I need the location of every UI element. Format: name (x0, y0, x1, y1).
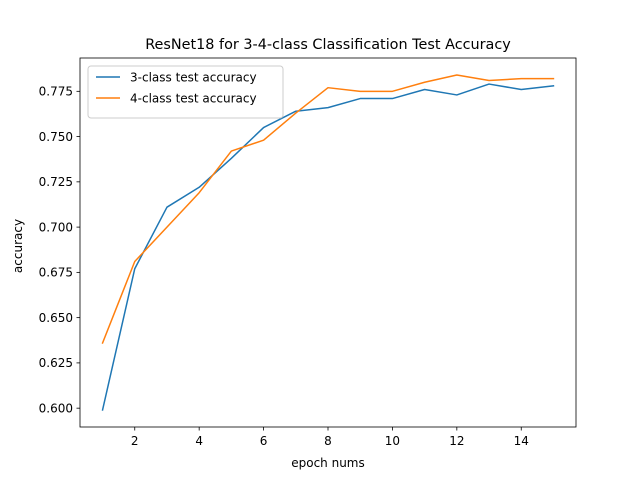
y-tick-label: 0.725 (39, 175, 73, 189)
x-axis-label: epoch nums (291, 456, 365, 470)
y-axis-label: accuracy (11, 219, 25, 273)
plot-area: 2 4 6 8 10 12 14 0.600 0.625 0.650 0.675 0.700 0.725… (39, 57, 577, 448)
x-tick-label: 8 (324, 434, 332, 448)
x-tick-label: 10 (385, 434, 400, 448)
y-tick-label: 0.650 (39, 311, 73, 325)
x-tick-label: 12 (449, 434, 464, 448)
x-tick-label: 14 (514, 434, 529, 448)
legend: 3-class test accuracy 4-class test accura… (87, 65, 284, 119)
y-tick-label: 0.750 (39, 130, 73, 144)
series-line-1 (101, 83, 555, 411)
x-tick-label: 6 (260, 434, 268, 448)
chart-title: ResNet18 for 3-4-class Classification Te… (145, 37, 511, 53)
y-tick-label: 0.600 (39, 401, 73, 415)
legend-label-2: 4-class test accuracy (130, 92, 257, 106)
y-tick-label: 0.700 (39, 220, 73, 234)
legend-box (87, 65, 284, 119)
y-tick-label: 0.625 (39, 356, 73, 370)
x-tick-label: 4 (195, 434, 203, 448)
series-line-2 (101, 74, 555, 344)
y-tick-label: 0.675 (39, 266, 73, 280)
legend-label-1: 3-class test accuracy (130, 71, 257, 85)
y-tick-label: 0.775 (39, 85, 73, 99)
x-tick-label: 2 (131, 434, 139, 448)
